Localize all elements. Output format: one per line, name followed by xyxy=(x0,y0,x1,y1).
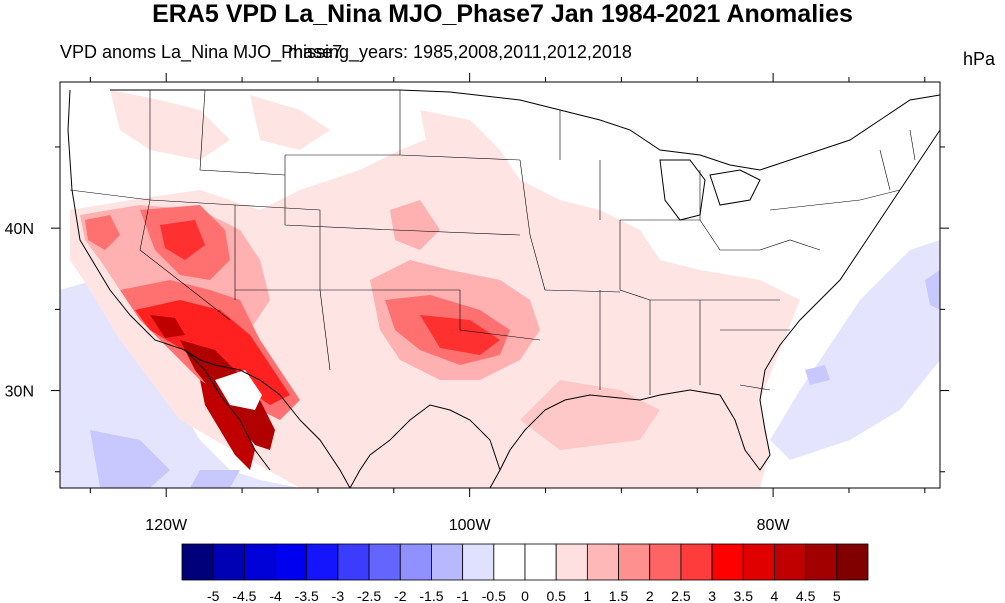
colorbar-label: -4.5 xyxy=(232,588,256,603)
colorbar-label: 3 xyxy=(708,588,716,603)
lon-tick-label: 100W xyxy=(449,517,492,534)
colorbar-label: 5 xyxy=(833,588,841,603)
colorbar-label: 4.5 xyxy=(796,588,816,603)
colorbar-swatch xyxy=(462,543,495,581)
colorbar-label: -0.5 xyxy=(482,588,506,603)
colorbar-swatch xyxy=(649,543,682,581)
units-label: hPa xyxy=(962,49,995,69)
lon-tick-label: 80W xyxy=(757,517,791,534)
colorbar-swatch xyxy=(368,543,401,581)
axis-ticks: 120W 100W 80W 40N 30N xyxy=(5,73,949,534)
colorbar-label: 0 xyxy=(521,588,529,603)
state-borders xyxy=(69,89,916,395)
colorbar-label: 1.5 xyxy=(609,588,629,603)
colorbar-swatch xyxy=(181,543,214,581)
colorbar-label: -4 xyxy=(269,588,282,603)
subtitle-left: VPD anoms La_Nina MJO_Phase7 missing_yea… xyxy=(60,41,632,63)
colorbar-label: 2.5 xyxy=(671,588,691,603)
colorbar-label: 0.5 xyxy=(546,588,566,603)
subtitle-left-text: VPD anoms La_Nina MJO_Phase7 xyxy=(60,42,343,62)
colorbar-swatch xyxy=(243,543,276,581)
colorbar-label: 1 xyxy=(583,588,591,603)
colorbar-label: -2 xyxy=(394,588,407,603)
colorbar-label: -2.5 xyxy=(357,588,381,603)
colorbar-swatch xyxy=(275,543,308,581)
anomaly-shading xyxy=(60,82,940,488)
colorbar-swatch xyxy=(555,543,588,581)
colorbar-label: -1 xyxy=(456,588,469,603)
colorbar-swatch xyxy=(493,543,526,581)
colorbar-label: -5 xyxy=(207,588,220,603)
lat-tick-label: 40N xyxy=(5,221,34,238)
colorbar-label: -3.5 xyxy=(295,588,319,603)
colorbar-label: -3 xyxy=(332,588,345,603)
colorbar-swatch xyxy=(306,543,339,581)
colorbar-label: -1.5 xyxy=(419,588,443,603)
colorbar: -5 -4.5 -4 -3.5 -3 -2.5 -2 -1.5 -1 -0.5 0 0.5 1 1.5 2 2… xyxy=(181,543,869,603)
colorbar-label: 2 xyxy=(646,588,654,603)
colorbar-swatch xyxy=(431,543,464,581)
colorbar-swatch xyxy=(836,543,869,581)
map-title: ERA5 VPD La_Nina MJO_Phase7 Jan 1984-202… xyxy=(152,0,853,28)
map-frame xyxy=(59,81,941,489)
colorbar-label: 3.5 xyxy=(734,588,754,603)
colorbar-swatch xyxy=(212,543,245,581)
colorbar-swatch xyxy=(618,543,651,581)
lon-tick-label: 120W xyxy=(145,517,188,534)
colorbar-swatch xyxy=(524,543,557,581)
colorbar-swatch xyxy=(399,543,432,581)
subtitle-overlap-text: missing_years: 1985,2008,2011,2012,2018 xyxy=(288,42,632,62)
colorbar-label: 4 xyxy=(771,588,779,603)
colorbar-swatch xyxy=(586,543,619,581)
colorbar-swatch xyxy=(711,543,744,581)
colorbar-swatch xyxy=(742,543,775,581)
colorbar-swatch xyxy=(337,543,370,581)
colorbar-swatch xyxy=(680,543,713,581)
colorbar-swatch xyxy=(774,543,807,581)
lat-tick-label: 30N xyxy=(5,384,34,401)
colorbar-swatch xyxy=(805,543,838,581)
coastlines xyxy=(67,89,940,488)
